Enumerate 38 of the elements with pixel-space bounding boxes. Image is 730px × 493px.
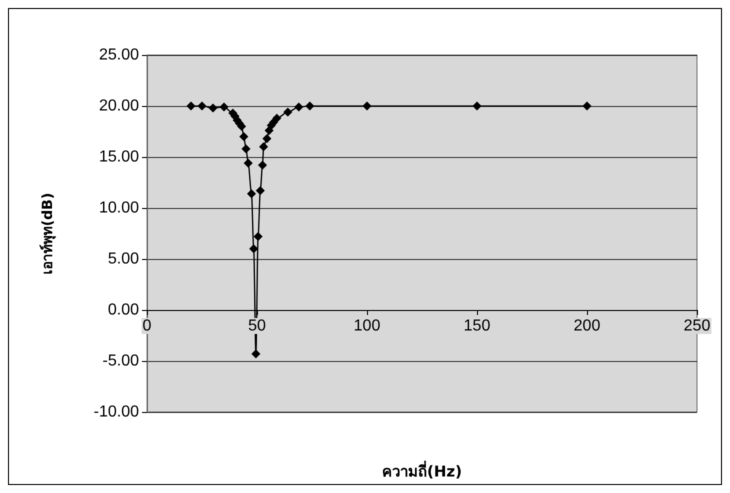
x-tick-label: 100: [354, 318, 380, 334]
point: [249, 244, 258, 254]
x-tick-label: 50: [248, 318, 266, 334]
point: [582, 102, 592, 110]
point: [186, 102, 196, 110]
point: [220, 102, 228, 112]
y-axis-title: เอาท์พุท(dB): [39, 192, 56, 274]
y-tick-label: 20.00: [98, 98, 140, 114]
point: [262, 134, 272, 144]
point: [283, 108, 292, 117]
x-tick-label: 150: [464, 318, 490, 334]
y-tick-label: 0.00: [108, 302, 140, 318]
point: [362, 102, 372, 110]
point: [259, 142, 268, 152]
point: [258, 160, 267, 170]
y-tick-label: 15.00: [98, 148, 140, 166]
y-tick-label: 10.00: [98, 200, 140, 216]
x-tick-label: 200: [574, 318, 600, 334]
point: [305, 102, 314, 110]
point: [247, 189, 256, 198]
point: [254, 232, 263, 242]
point: [251, 349, 260, 358]
point: [239, 132, 248, 142]
point: [244, 158, 253, 168]
point: [294, 102, 304, 112]
x-axis-title: ความถี่(Hz): [382, 460, 462, 480]
x-tick-label: 0: [142, 318, 152, 334]
point: [272, 114, 282, 123]
y-tick-label: 25.00: [98, 46, 140, 64]
point: [472, 102, 482, 110]
x-tick-label: 250: [684, 318, 710, 334]
point: [256, 186, 265, 196]
point: [242, 144, 250, 154]
point: [198, 102, 206, 110]
y-tick-label: -5.00: [102, 352, 140, 370]
point: [208, 104, 218, 113]
y-tick-label: 5.00: [108, 250, 140, 268]
y-tick-label: -10.00: [94, 404, 140, 420]
